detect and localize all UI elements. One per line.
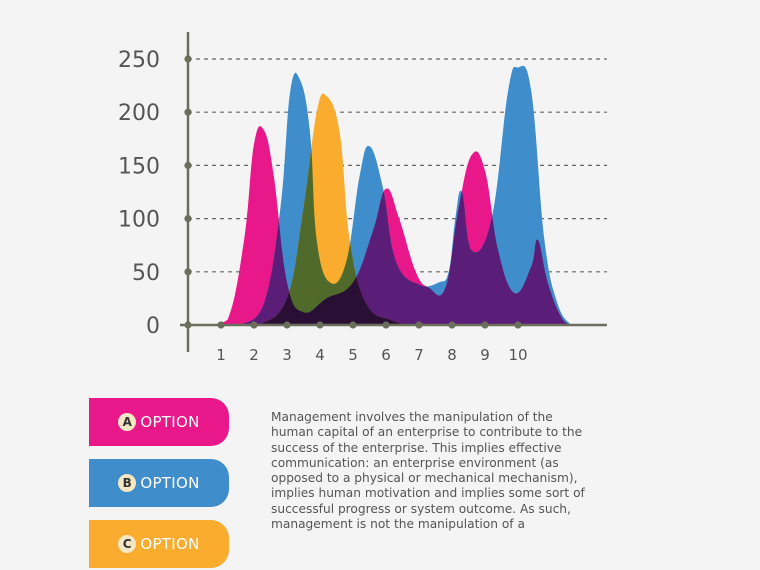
x-tick-label: 10 bbox=[508, 346, 527, 364]
y-tick-dot bbox=[184, 215, 192, 223]
x-tick-label: 3 bbox=[282, 346, 292, 364]
x-tick-label: 6 bbox=[381, 346, 391, 364]
y-tick-label: 150 bbox=[118, 154, 160, 179]
y-tick-label: 250 bbox=[118, 48, 160, 73]
x-tick-dot bbox=[250, 321, 258, 329]
x-tick-label: 5 bbox=[348, 346, 358, 364]
y-tick-label: 100 bbox=[118, 208, 160, 233]
x-tick-dot bbox=[349, 321, 357, 329]
x-tick-label: 2 bbox=[249, 346, 259, 364]
legend-badge-a: A bbox=[118, 413, 137, 431]
x-tick-dot bbox=[382, 321, 390, 329]
x-tick-dot bbox=[316, 321, 324, 329]
overlap-a-b bbox=[240, 126, 571, 325]
overlap-a-b-fill bbox=[240, 126, 571, 325]
legend-badge-b: B bbox=[118, 474, 137, 492]
y-tick-dot bbox=[184, 161, 192, 169]
description-paragraph: Management involves the manipulation of … bbox=[271, 410, 585, 532]
series-areas bbox=[207, 65, 571, 326]
x-tick-dot bbox=[448, 321, 456, 329]
legend-label-a: OPTION bbox=[140, 413, 200, 431]
x-tick-dot bbox=[415, 321, 423, 329]
x-tick-label: 4 bbox=[315, 346, 325, 364]
legend-badge-c: C bbox=[118, 535, 137, 553]
y-tick-label: 200 bbox=[118, 101, 160, 126]
area-chart: 0 50 100 150 200 250 1 2 3 4 5 6 7 8 9 10 bbox=[118, 32, 607, 364]
y-tick-dot bbox=[184, 55, 192, 63]
y-tick-label: 50 bbox=[132, 261, 160, 286]
description-text: Management involves the manipulation of … bbox=[271, 410, 591, 532]
x-tick-label: 7 bbox=[414, 346, 424, 364]
x-tick-label: 9 bbox=[480, 346, 490, 364]
x-tick-dot bbox=[481, 321, 489, 329]
x-tick-dot bbox=[283, 321, 291, 329]
y-tick-label: 0 bbox=[146, 314, 160, 339]
x-tick-label: 8 bbox=[447, 346, 457, 364]
x-tick-dot bbox=[514, 321, 522, 329]
y-tick-dot bbox=[184, 321, 192, 329]
legend-option-a[interactable]: A OPTION bbox=[89, 398, 229, 446]
x-tick-dot bbox=[217, 321, 225, 329]
legend-label-b: OPTION bbox=[140, 474, 200, 492]
x-tick-label: 1 bbox=[216, 346, 226, 364]
legend-option-c[interactable]: C OPTION bbox=[89, 520, 229, 568]
y-tick-dot bbox=[184, 108, 192, 116]
legend-label-c: OPTION bbox=[140, 535, 200, 553]
axes: 0 50 100 150 200 250 1 2 3 4 5 6 7 8 9 10 bbox=[118, 32, 607, 364]
y-tick-dot bbox=[184, 268, 192, 276]
legend-option-b[interactable]: B OPTION bbox=[89, 459, 229, 507]
